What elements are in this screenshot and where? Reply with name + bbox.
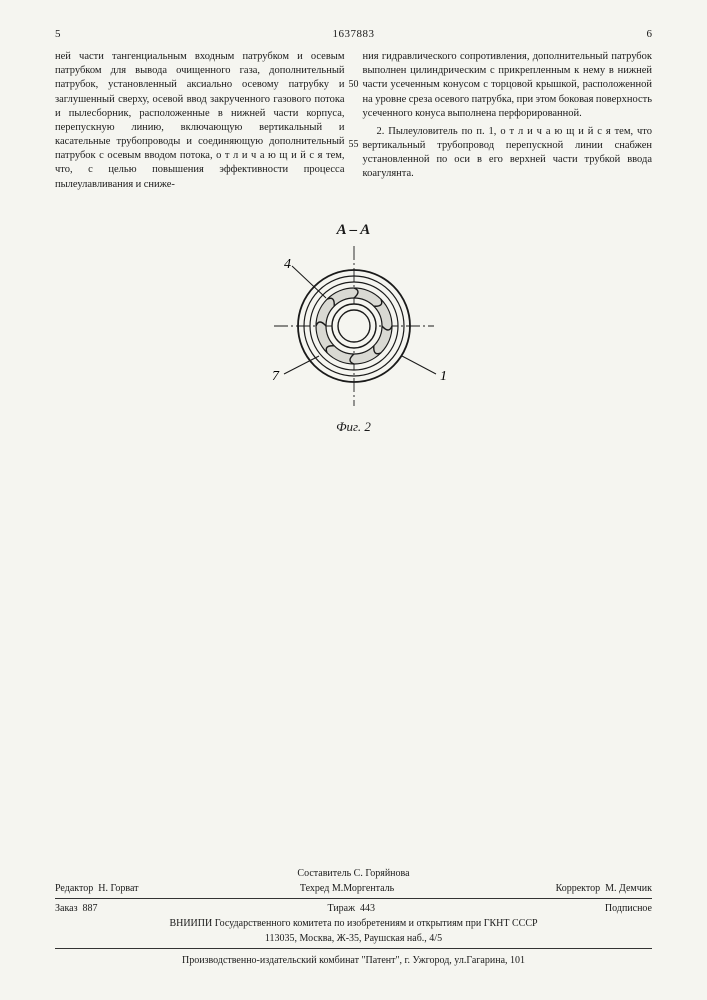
editor-name: Н. Горват	[98, 883, 138, 894]
tirazh-num: 443	[360, 903, 375, 914]
order-label: Заказ	[55, 903, 78, 914]
line-marker-50: 50	[349, 78, 359, 92]
left-column-text: ней части тангенциальным входным патрубк…	[55, 51, 345, 190]
order-num: 887	[83, 903, 98, 914]
editor-label: Редактор	[55, 883, 93, 894]
corrector-name: М. Демчик	[605, 883, 652, 894]
section-label: A – A	[55, 222, 652, 239]
org-line1: ВНИИПИ Государственного комитета по изоб…	[55, 918, 652, 929]
left-column: ней части тангенциальным входным патрубк…	[55, 50, 345, 192]
right-column-p2: 2. Пылеуловитель по п. 1, о т л и ч а ю …	[363, 125, 653, 182]
composer-label: Составитель	[297, 868, 351, 879]
techred-label: Техред	[300, 883, 329, 894]
right-column-p1: ния гидравлического сопротивления, допол…	[363, 50, 653, 121]
corrector-label: Корректор	[556, 883, 601, 894]
text-columns: ней части тангенциальным входным патрубк…	[55, 50, 652, 192]
right-column: ния гидравлического сопротивления, допол…	[363, 50, 653, 192]
page-number-right: 6	[647, 28, 653, 40]
press-line: Производственно-издательский комбинат "П…	[55, 955, 652, 966]
org-line2: 113035, Москва, Ж-35, Раушская наб., 4/5	[55, 933, 652, 944]
subscription: Подписное	[605, 903, 652, 914]
page: 5 1637883 6 ней части тангенциальным вхо…	[0, 0, 707, 1000]
header-row: 5 1637883 6	[55, 28, 652, 40]
figure-label-7: 7	[272, 369, 280, 384]
figure-svg: 4 7 1	[224, 241, 484, 411]
figure-label-4: 4	[284, 257, 291, 272]
tirazh-label: Тираж	[327, 903, 355, 914]
footer: Составитель С. Горяйнова Редактор Н. Гор…	[55, 864, 652, 970]
figure-caption: Фиг. 2	[55, 419, 652, 435]
document-number: 1637883	[333, 28, 375, 40]
figure-label-1: 1	[440, 369, 447, 384]
composer-name: С. Горяйнова	[354, 868, 410, 879]
line-marker-55: 55	[349, 138, 359, 152]
figure-area: A – A	[55, 222, 652, 487]
techred-name: М.Моргенталь	[332, 883, 394, 894]
